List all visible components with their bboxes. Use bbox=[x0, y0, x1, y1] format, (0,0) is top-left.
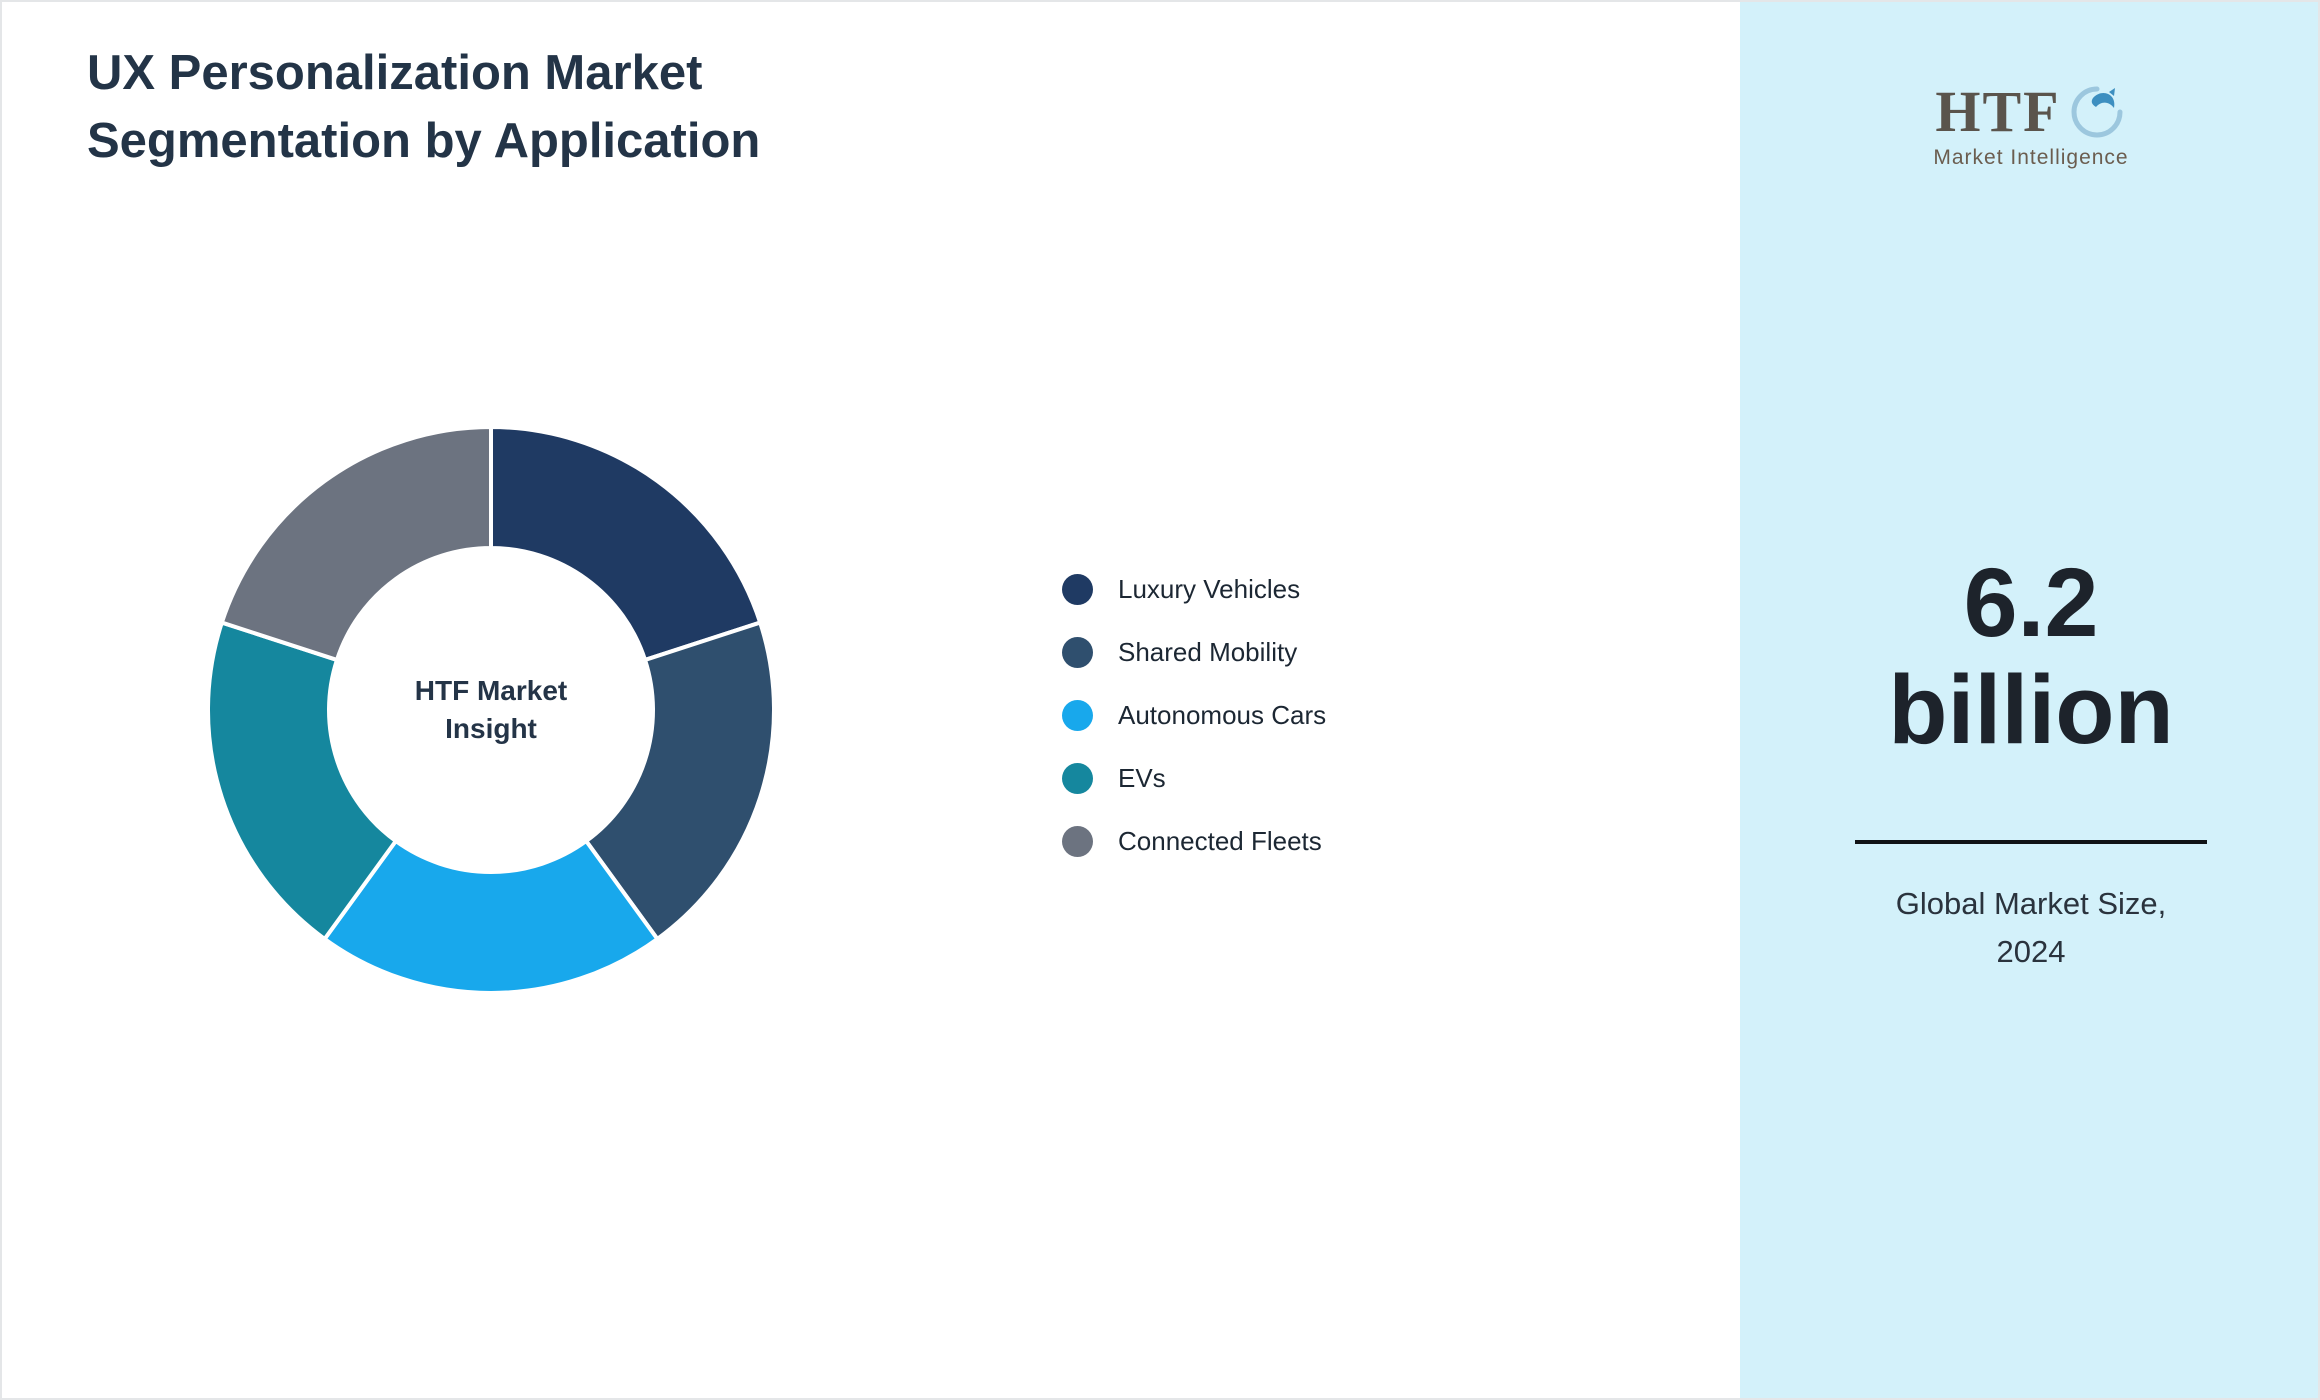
legend-item-autonomous-cars: Autonomous Cars bbox=[1062, 700, 1326, 731]
donut-chart: HTF Market Insight bbox=[206, 425, 776, 995]
sidebar: HTF Market Intelligence 6.2 billion Glob… bbox=[1740, 2, 2318, 1398]
market-size-stat: 6.2 billion bbox=[1740, 548, 2318, 764]
chart-legend: Luxury Vehicles Shared Mobility Autonomo… bbox=[1062, 574, 1326, 857]
legend-label: EVs bbox=[1118, 763, 1166, 793]
legend-dot-icon bbox=[1062, 574, 1093, 605]
donut-slice-luxury-vehicles bbox=[489, 425, 763, 662]
stat-unit: billion bbox=[1888, 654, 2174, 764]
legend-item-luxury-vehicles: Luxury Vehicles bbox=[1062, 574, 1326, 605]
legend-label: Connected Fleets bbox=[1118, 826, 1322, 856]
page-title: UX Personalization Market Segmentation b… bbox=[87, 40, 760, 175]
donut-slice-evs bbox=[206, 620, 398, 941]
legend-dot-icon bbox=[1062, 637, 1093, 668]
legend-item-evs: EVs bbox=[1062, 763, 1326, 794]
legend-item-shared-mobility: Shared Mobility bbox=[1062, 637, 1326, 668]
htf-logo-text: HTF bbox=[1935, 79, 2061, 144]
legend-dot-icon bbox=[1062, 700, 1093, 731]
htf-logo-subtext: Market Intelligence bbox=[1933, 146, 2129, 169]
donut-slice-shared-mobility bbox=[584, 620, 776, 941]
donut-chart-svg bbox=[206, 425, 776, 995]
legend-dot-icon bbox=[1062, 763, 1093, 794]
htf-logo: HTF Market Intelligence bbox=[1740, 79, 2318, 170]
legend-dot-icon bbox=[1062, 826, 1093, 857]
stat-value: 6.2 bbox=[1963, 548, 2099, 657]
page-title-line2: Segmentation by Application bbox=[87, 113, 761, 168]
legend-label: Shared Mobility bbox=[1118, 637, 1298, 667]
stat-caption: Global Market Size, 2024 bbox=[1895, 886, 2167, 970]
stat-divider bbox=[1855, 840, 2207, 844]
page-title-line1: UX Personalization Market bbox=[87, 46, 703, 100]
legend-label: Autonomous Cars bbox=[1118, 700, 1327, 730]
donut-slice-autonomous-cars bbox=[322, 839, 660, 995]
dolphin-icon bbox=[2071, 86, 2123, 138]
legend-label: Luxury Vehicles bbox=[1118, 574, 1301, 604]
legend-item-connected-fleets: Connected Fleets bbox=[1062, 826, 1326, 857]
donut-slice-connected-fleets bbox=[219, 425, 493, 662]
